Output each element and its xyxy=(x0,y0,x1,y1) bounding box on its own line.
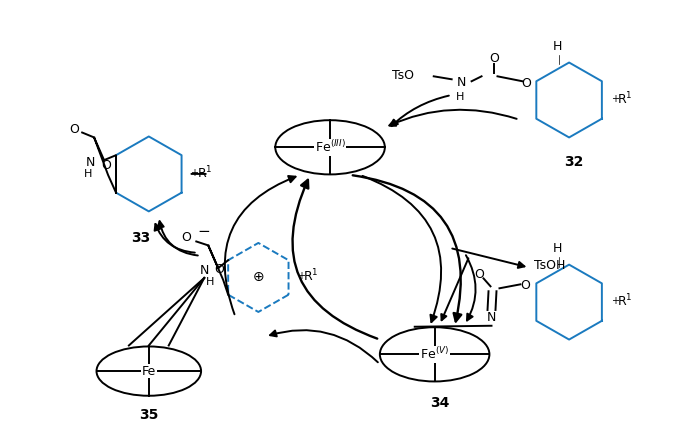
Text: O: O xyxy=(182,231,191,244)
Text: H: H xyxy=(84,169,93,179)
Text: −: − xyxy=(198,224,211,239)
Text: R$^1$: R$^1$ xyxy=(197,164,212,181)
Text: ⊕: ⊕ xyxy=(252,271,264,285)
Text: N: N xyxy=(457,76,466,89)
FancyArrowPatch shape xyxy=(352,175,462,322)
Text: +: + xyxy=(189,168,198,178)
Text: O: O xyxy=(489,52,500,65)
Text: TsOH: TsOH xyxy=(534,259,566,272)
Text: 35: 35 xyxy=(139,408,158,422)
Text: H: H xyxy=(455,92,464,102)
Text: O: O xyxy=(520,279,530,292)
Text: O: O xyxy=(522,77,531,90)
Text: +: + xyxy=(611,94,619,104)
Text: H: H xyxy=(553,242,562,255)
Text: Fe$^{(III)}$: Fe$^{(III)}$ xyxy=(314,139,346,155)
Text: O: O xyxy=(69,123,79,136)
Text: N: N xyxy=(86,155,95,169)
Text: R$^1$: R$^1$ xyxy=(303,268,319,285)
Text: +: + xyxy=(611,296,619,306)
Text: H: H xyxy=(553,40,562,53)
FancyArrowPatch shape xyxy=(292,180,377,339)
Text: O: O xyxy=(475,268,484,281)
Text: 34: 34 xyxy=(430,396,449,410)
Text: R$^1$: R$^1$ xyxy=(617,91,632,107)
Text: TsO: TsO xyxy=(392,69,414,82)
Text: Fe$^{(V)}$: Fe$^{(V)}$ xyxy=(420,346,449,362)
Text: N: N xyxy=(487,311,496,324)
Text: 33: 33 xyxy=(131,231,151,245)
Text: 32: 32 xyxy=(565,155,584,169)
Text: Fe: Fe xyxy=(142,365,156,377)
Text: O: O xyxy=(214,262,224,276)
Text: N: N xyxy=(200,264,209,276)
Text: R$^1$: R$^1$ xyxy=(617,293,632,309)
Text: O: O xyxy=(101,158,111,172)
Text: H: H xyxy=(206,277,214,287)
Text: +: + xyxy=(297,271,305,282)
